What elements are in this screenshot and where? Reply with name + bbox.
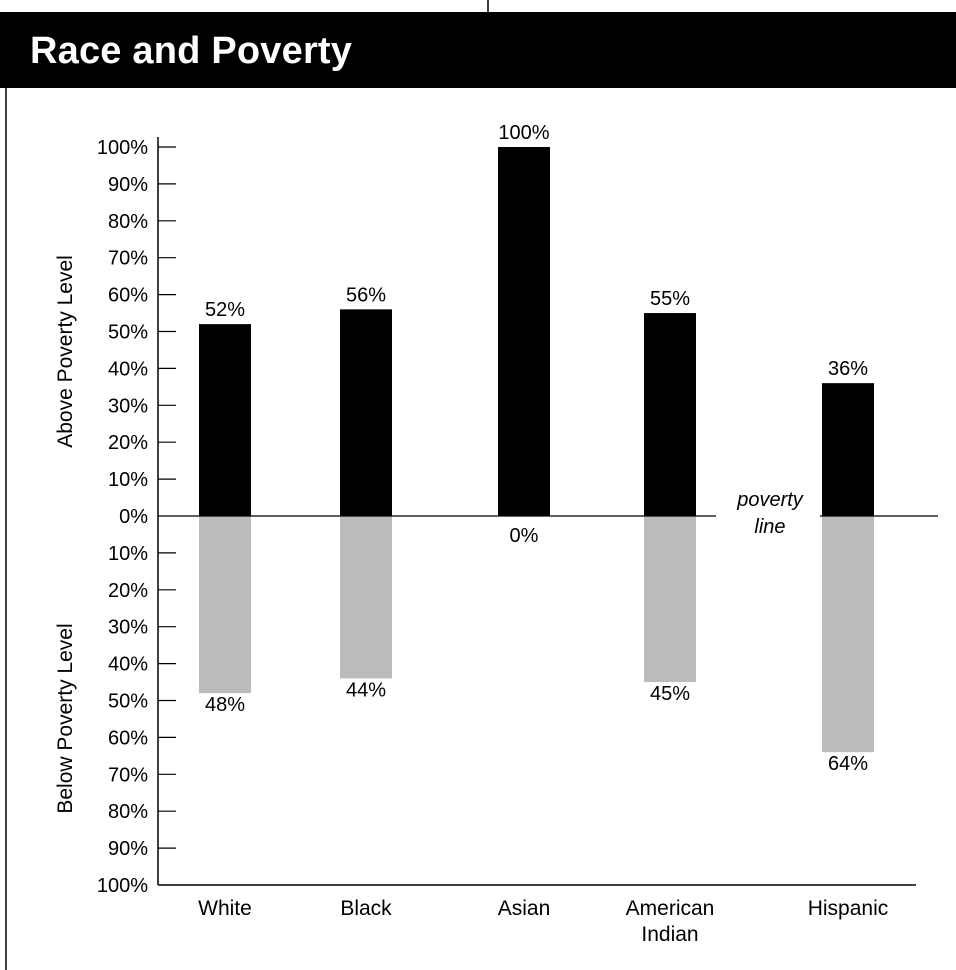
bar-below [822,516,874,753]
data-label-below: 64% [828,753,868,775]
bar-below [340,516,392,679]
y-tick-label: 70% [108,764,148,786]
y-tick-label: 50% [108,691,148,713]
data-label-below: 0% [510,525,539,547]
data-label-above: 100% [498,122,549,144]
poverty-line-annotation: poverty [736,489,804,511]
title-bar: Race and Poverty [0,12,956,88]
data-label-below: 44% [346,679,386,701]
x-category-label: Black [340,897,392,920]
x-category-label: Asian [498,897,551,920]
y-tick-label-zero: 0% [119,506,148,528]
y-tick-label: 70% [108,248,148,270]
y-tick-label: 60% [108,727,148,749]
bar-above [340,309,392,516]
y-tick-label: 50% [108,322,148,344]
bar-above [199,324,251,516]
y-tick-label: 80% [108,211,148,233]
y-tick-label: 20% [108,432,148,454]
x-category-label: White [198,897,252,920]
y-tick-label: 20% [108,580,148,602]
y-tick-label: 30% [108,617,148,639]
data-label-below: 48% [205,694,245,716]
y-tick-label: 40% [108,358,148,380]
chart-title: Race and Poverty [30,30,353,72]
bar-below [199,516,251,694]
y-tick-label: 10% [108,469,148,491]
data-label-below: 45% [650,683,690,705]
upper-y-axis-label: Above Poverty Level [54,255,77,448]
poverty-line-annotation: line [754,516,785,538]
x-category-label: Hispanic [808,897,889,920]
y-tick-label: 100% [97,137,148,159]
data-label-above: 52% [205,299,245,321]
data-label-above: 55% [650,288,690,310]
y-tick-label: 100% [97,875,148,897]
y-tick-label: 30% [108,395,148,417]
y-tick-label: 10% [108,543,148,565]
x-category-label: American [626,897,715,920]
bar-below [644,516,696,683]
bar-above [644,313,696,516]
y-tick-label: 90% [108,174,148,196]
x-category-label: Indian [641,923,698,946]
y-tick-label: 80% [108,801,148,823]
bar-above [822,383,874,516]
y-tick-label: 60% [108,285,148,307]
data-label-above: 36% [828,358,868,380]
y-tick-label: 90% [108,838,148,860]
data-label-above: 56% [346,284,386,306]
bar-above [498,147,550,516]
lower-y-axis-label: Below Poverty Level [54,623,77,813]
y-tick-label: 40% [108,654,148,676]
